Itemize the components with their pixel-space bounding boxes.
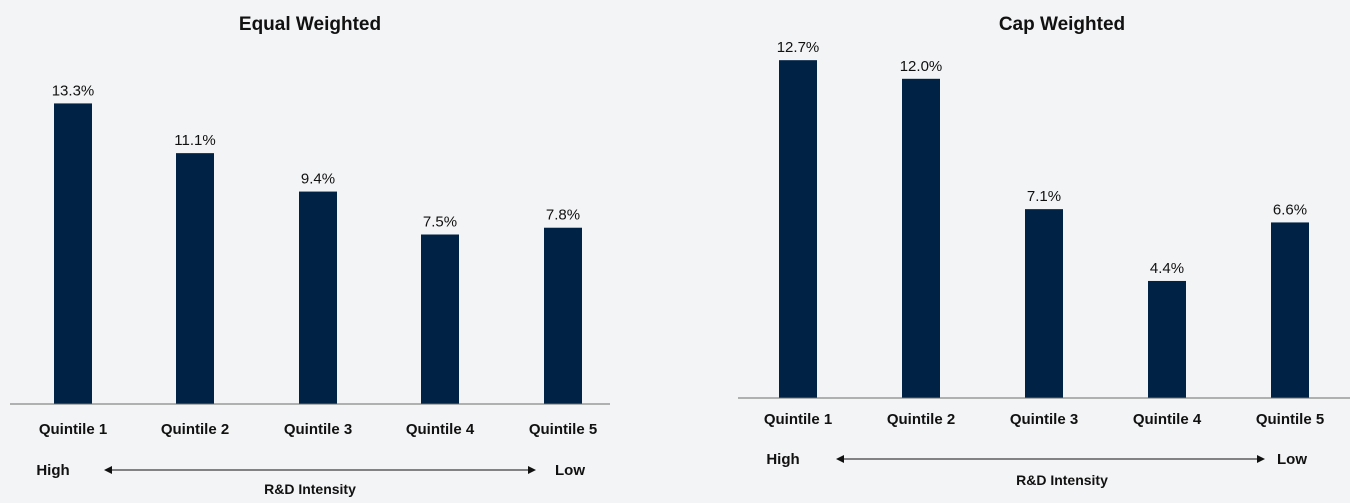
equal-chart-title: Equal Weighted — [239, 14, 381, 35]
cap-tick-label-q5: Quintile 5 — [1256, 411, 1324, 428]
cap-x-axis-title: R&D Intensity — [1016, 472, 1108, 488]
cap-tick-label-q4: Quintile 4 — [1133, 411, 1202, 428]
cap-tick-label-q1: Quintile 1 — [764, 411, 832, 428]
cap-high-label: High — [766, 451, 799, 468]
cap-low-label: Low — [1277, 451, 1307, 468]
equal-tick-label-q5: Quintile 5 — [529, 421, 597, 438]
cap-data-label-q5: 6.6% — [1273, 201, 1307, 218]
equal-data-label-q4: 7.5% — [423, 214, 457, 231]
equal-bar-q5 — [544, 227, 582, 404]
cap-chart-title: Cap Weighted — [999, 14, 1125, 35]
cap-arrow-left-icon — [836, 455, 844, 463]
equal-tick-label-q1: Quintile 1 — [39, 421, 107, 438]
equal-tick-label-q3: Quintile 3 — [284, 421, 352, 438]
equal-bar-q1 — [54, 103, 92, 405]
cap-bar-q2 — [902, 78, 940, 399]
equal-data-label-q5: 7.8% — [546, 207, 580, 224]
cap-data-label-q1: 12.7% — [777, 39, 820, 56]
cap-data-label-q3: 7.1% — [1027, 188, 1061, 205]
equal-data-label-q1: 13.3% — [52, 82, 95, 99]
equal-low-label: Low — [555, 462, 585, 479]
cap-arrow-right-icon — [1257, 455, 1265, 463]
equal-bar-q4 — [421, 234, 459, 404]
equal-high-label: High — [36, 462, 69, 479]
cap-bar-q5 — [1271, 222, 1309, 398]
equal-bar-q2 — [176, 153, 214, 404]
equal-bar-q3 — [299, 191, 337, 404]
cap-weighted-panel: Cap Weighted 12.7% Quintile 1 12.0% Quintile… — [738, 14, 1350, 488]
cap-bar-q3 — [1025, 209, 1063, 398]
equal-tick-label-q4: Quintile 4 — [406, 421, 475, 438]
cap-bar-q1 — [779, 60, 817, 399]
equal-arrow-right-icon — [528, 466, 536, 474]
cap-data-label-q2: 12.0% — [900, 58, 943, 75]
equal-data-label-q3: 9.4% — [301, 171, 335, 188]
equal-data-label-q2: 11.1% — [174, 132, 215, 149]
cap-tick-label-q3: Quintile 3 — [1010, 411, 1078, 428]
cap-tick-label-q2: Quintile 2 — [887, 411, 955, 428]
equal-tick-label-q2: Quintile 2 — [161, 421, 229, 438]
equal-x-axis-title: R&D Intensity — [264, 481, 356, 497]
cap-data-label-q4: 4.4% — [1150, 260, 1184, 277]
equal-weighted-panel: Equal Weighted 13.3% Quintile 1 11.1% Quinti… — [10, 14, 610, 497]
equal-arrow-left-icon — [104, 466, 112, 474]
cap-bar-q4 — [1148, 280, 1186, 398]
